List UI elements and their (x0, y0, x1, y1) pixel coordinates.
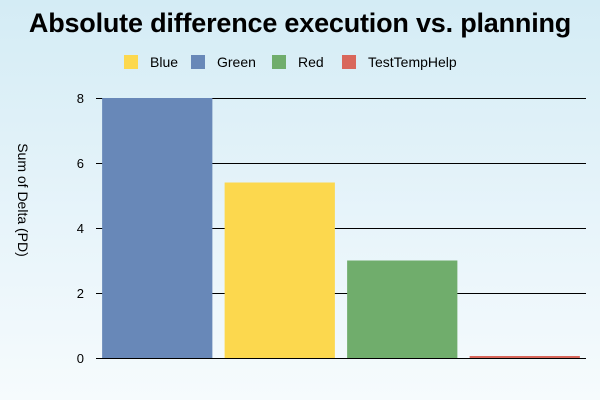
legend-item-green[interactable]: Green (191, 52, 256, 72)
bar-blue[interactable] (224, 182, 335, 359)
bar-testtemphelp[interactable] (469, 356, 580, 358)
y-tick-label: 6 (77, 156, 84, 171)
y-tick-label: 8 (77, 91, 84, 106)
legend-label-green: Green (217, 54, 256, 70)
y-tick-label: 4 (77, 221, 84, 236)
legend-swatch-green (191, 55, 205, 69)
legend-swatch-red (272, 55, 286, 69)
y-tick-labels: 0 2 4 6 8 (77, 91, 84, 366)
legend-item-red[interactable]: Red (272, 52, 324, 72)
legend: Blue Green Red TestTempHelp (0, 52, 600, 74)
legend-item-blue[interactable]: Blue (124, 52, 178, 72)
y-tick-label: 2 (77, 286, 84, 301)
bars (102, 98, 580, 358)
chart-title: Absolute difference execution vs. planni… (28, 8, 572, 38)
legend-item-testtemphelp[interactable]: TestTempHelp (342, 52, 457, 72)
legend-label-red: Red (298, 54, 324, 70)
legend-label-blue: Blue (150, 54, 179, 70)
legend-swatch-blue (124, 55, 138, 69)
bar-green[interactable] (102, 98, 213, 358)
y-tick-label: 0 (77, 351, 84, 366)
legend-swatch-testtemphelp (342, 55, 356, 69)
legend-label-testtemphelp: TestTempHelp (368, 54, 457, 70)
bar-red[interactable] (347, 260, 458, 359)
